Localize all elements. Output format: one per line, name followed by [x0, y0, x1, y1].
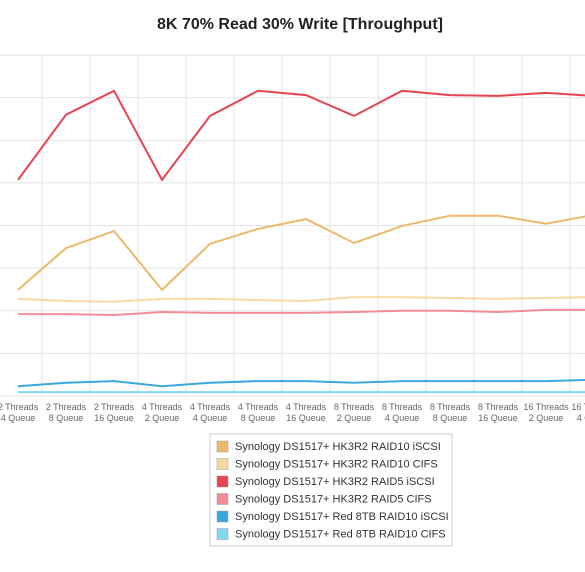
x-tick-label: 4 Threads 2 Queue — [142, 402, 183, 423]
legend-swatch — [216, 458, 229, 470]
line-series — [17, 214, 585, 292]
x-tick-label: 4 Threads 4 Queue — [190, 402, 231, 423]
legend-label: Synology DS1517+ HK3R2 RAID5 iSCSI — [235, 476, 435, 488]
x-tick-label: 4 Threads 16 Queue — [286, 402, 327, 423]
x-tick-label: 8 Threads 2 Queue — [334, 402, 375, 423]
legend-swatch — [216, 528, 229, 540]
legend-swatch — [216, 475, 229, 488]
legend-label: Synology DS1517+ HK3R2 RAID10 iSCSI — [235, 441, 441, 453]
legend-box — [209, 433, 453, 547]
legend-label: Synology DS1517+ Red 8TB RAID10 iSCSI — [235, 511, 449, 523]
x-tick-label: 2 Threads 16 Queue — [94, 402, 135, 423]
line-series — [18, 308, 585, 317]
legend-swatch — [216, 493, 229, 505]
plot-area: 2 Threads 4 Queue 2 Threads 8 Queue 2 Thread… — [0, 54, 585, 423]
line-series — [17, 89, 585, 182]
x-tick-label: 8 Threads 8 Queue — [430, 402, 471, 423]
legend-swatch — [216, 440, 229, 453]
x-tick-label: 8 Threads 4 Queue — [382, 402, 423, 423]
x-tick-label: 2 Threads 8 Queue — [46, 402, 87, 423]
legend-label: Synology DS1517+ HK3R2 RAID10 CIFS — [235, 459, 438, 471]
chart-title: 8K 70% Read 30% Write [Throughput] — [157, 16, 443, 33]
x-tick-label: 16 Threads 2 Queue — [523, 402, 569, 423]
line-series — [17, 379, 585, 388]
x-tick-label: 8 Threads 16 Queue — [478, 402, 519, 423]
line-series — [17, 296, 585, 303]
legend-label: Synology DS1517+ Red 8TB RAID10 CIFS — [235, 529, 446, 541]
x-tick-label: 4 Threads 8 Queue — [238, 402, 279, 423]
legend-swatch — [216, 510, 229, 523]
legend-label: Synology DS1517+ HK3R2 RAID5 CIFS — [235, 494, 432, 506]
x-tick-label: 2 Threads 4 Queue — [0, 402, 39, 423]
